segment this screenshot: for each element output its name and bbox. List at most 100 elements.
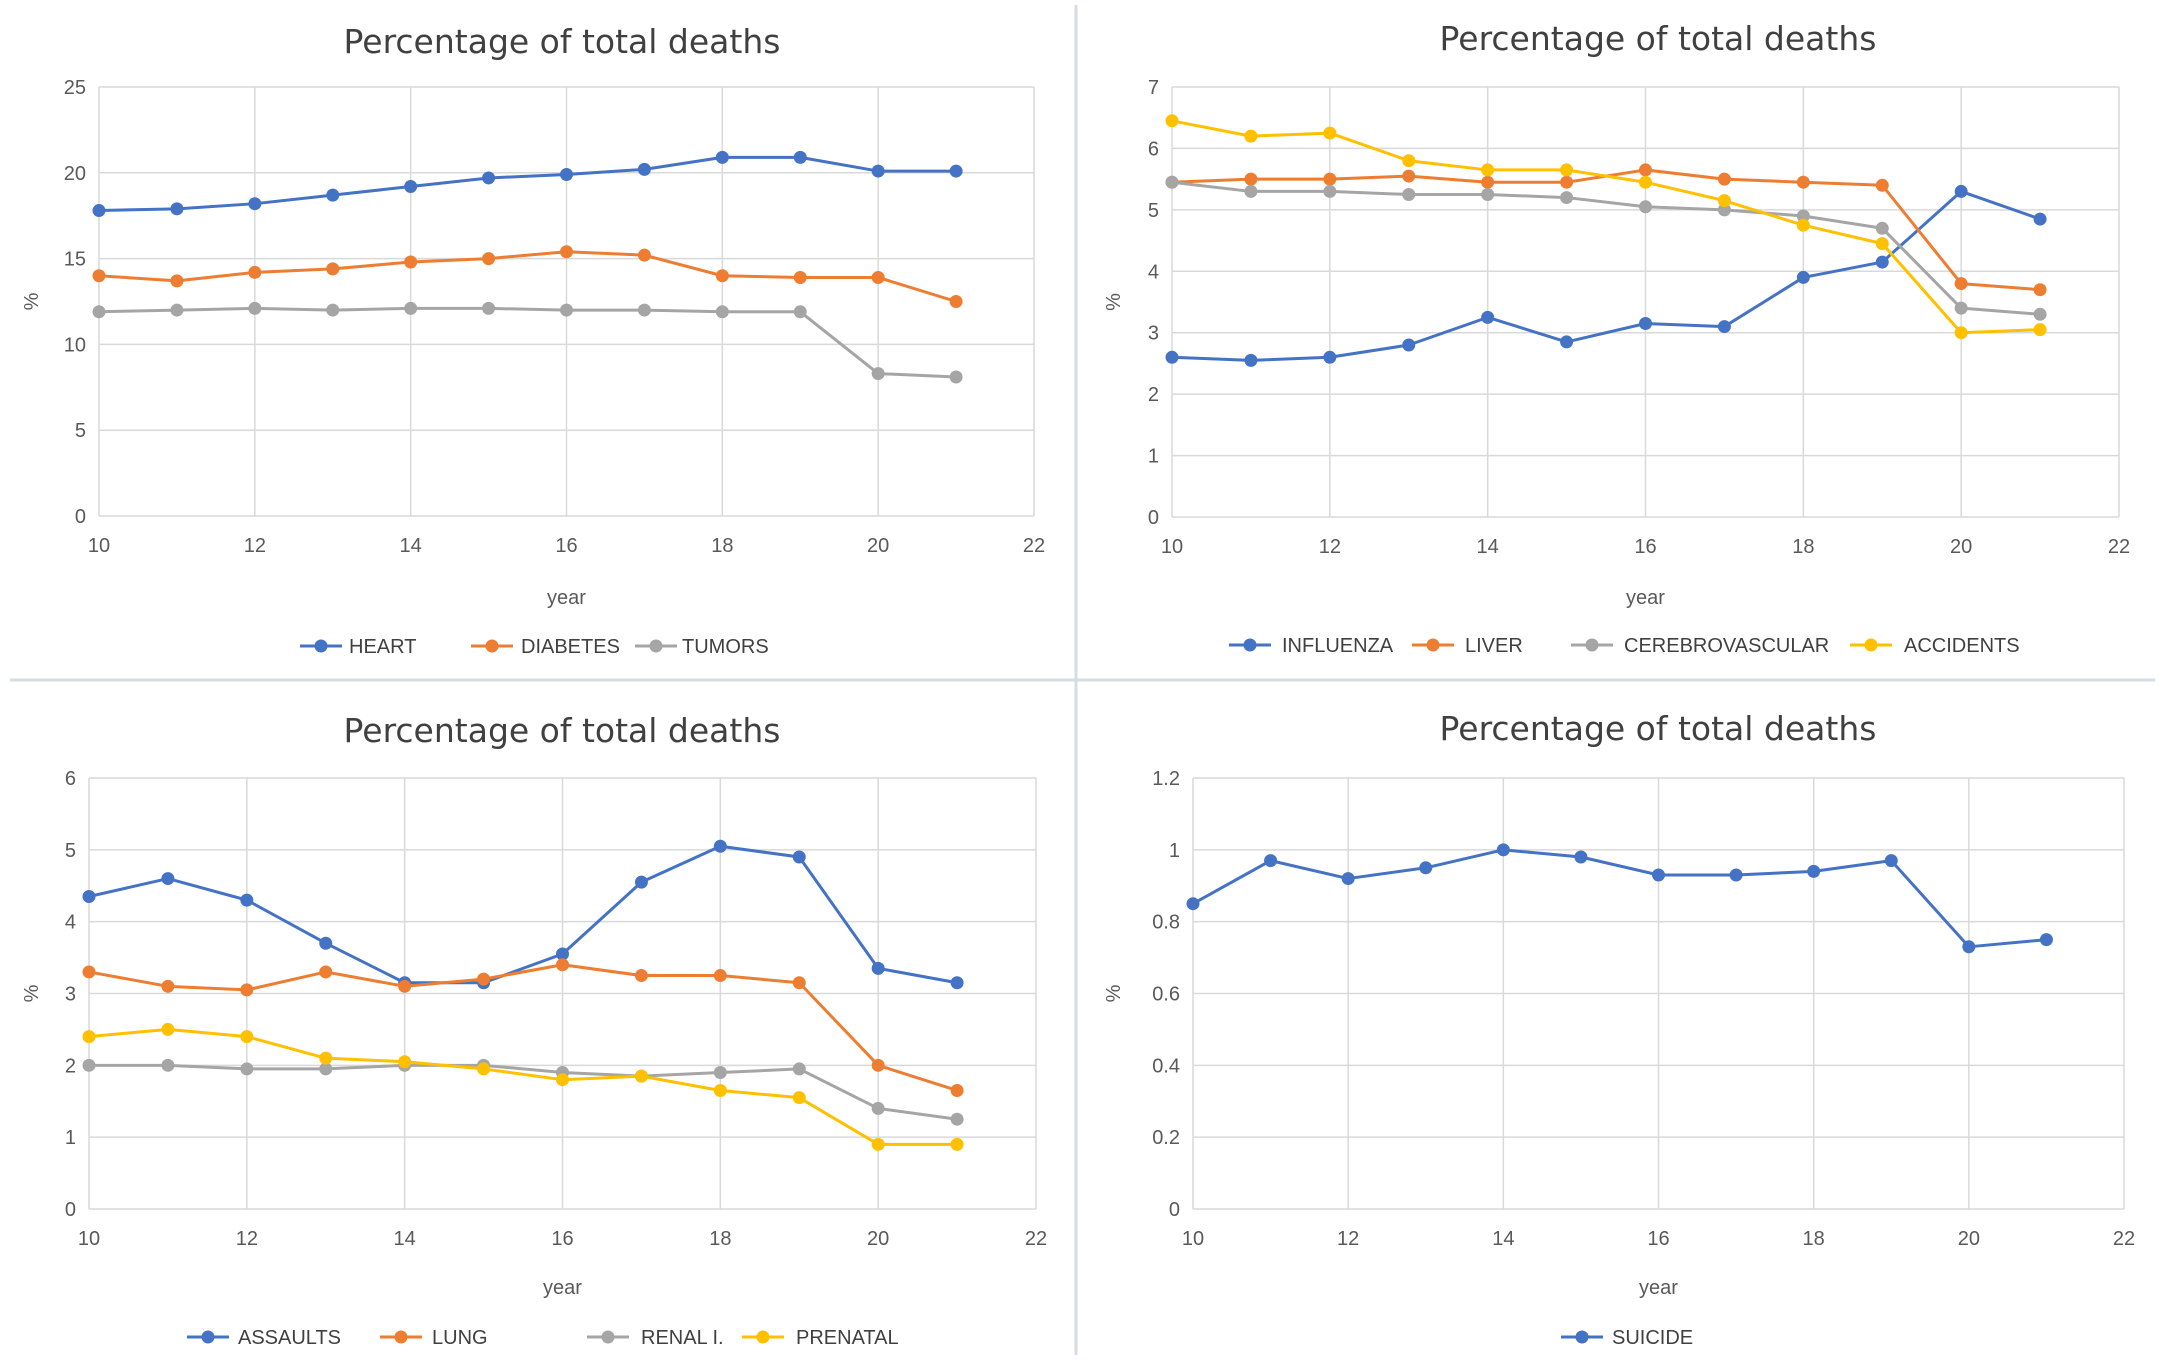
y-tick-label: 25 <box>64 77 86 99</box>
data-point-lung <box>398 979 412 993</box>
x-tick-label: 16 <box>551 1228 573 1250</box>
x-tick-label: 20 <box>1950 536 1972 558</box>
y-tick-label: 1.2 <box>1152 768 1180 790</box>
x-tick-label: 20 <box>867 1228 889 1250</box>
data-point-lung <box>713 969 727 983</box>
data-point-lung <box>240 983 254 997</box>
data-point-tumors <box>170 303 184 317</box>
data-point-assaults <box>792 850 806 864</box>
legend-item-heart: HEART <box>300 636 416 658</box>
data-point-diabetes <box>482 252 496 266</box>
series-line-renal-i <box>89 1063 958 1121</box>
legend-label: RENAL I. <box>641 1327 724 1349</box>
x-tick-label: 10 <box>1182 1228 1204 1250</box>
data-point-diabetes <box>637 248 651 262</box>
chart-title: Percentage of total deaths <box>1440 709 1877 748</box>
y-axis-label: % <box>21 984 43 1002</box>
legend-item-cerebrovascular: CEREBROVASCULAR <box>1571 635 1829 657</box>
data-point-cerebrovascular <box>1323 184 1337 198</box>
legend-label: INFLUENZA <box>1282 635 1394 657</box>
data-point-heart <box>715 150 729 164</box>
x-tick-label: 18 <box>709 1228 731 1250</box>
data-point-accidents <box>1323 126 1337 140</box>
legend-swatch-marker <box>485 639 499 653</box>
data-point-prenatal <box>398 1055 412 1069</box>
data-point-suicide <box>1807 864 1821 878</box>
legend-label: TUMORS <box>682 636 769 658</box>
series-line-suicide <box>1192 848 2047 949</box>
y-tick-label: 1 <box>1148 446 1159 468</box>
data-point-tumors <box>871 367 885 381</box>
series-line-cerebrovascular <box>1171 180 2041 316</box>
legend-label: DIABETES <box>521 636 620 658</box>
data-point-diabetes <box>560 245 573 259</box>
data-point-liver <box>1560 175 1574 189</box>
y-tick-label: 6 <box>1148 138 1159 160</box>
data-point-prenatal <box>713 1083 727 1097</box>
y-tick-label: 7 <box>1148 77 1159 99</box>
y-tick-label: 2 <box>1148 384 1159 406</box>
x-tick-label: 10 <box>1161 536 1183 558</box>
data-point-diabetes <box>92 269 106 283</box>
data-point-cerebrovascular <box>1481 188 1495 201</box>
data-point-cerebrovascular <box>1244 184 1258 198</box>
data-point-heart <box>949 164 963 178</box>
data-point-diabetes <box>170 274 184 288</box>
data-point-influenza <box>1402 338 1416 352</box>
legend-swatch-marker <box>314 639 328 653</box>
series-line-assaults <box>88 844 958 985</box>
data-point-renal-i <box>871 1101 885 1115</box>
legend-item-assaults: ASSAULTS <box>187 1327 341 1349</box>
data-point-cerebrovascular <box>1796 209 1810 223</box>
x-tick-label: 12 <box>236 1228 258 1250</box>
y-tick-label: 0 <box>65 1199 76 1221</box>
y-tick-label: 1 <box>65 1127 76 1149</box>
data-point-cerebrovascular <box>1875 221 1889 235</box>
data-point-heart <box>482 171 496 185</box>
y-tick-label: 10 <box>64 334 86 356</box>
data-point-accidents <box>1875 237 1889 251</box>
chart-panel-1: Percentage of total deaths 0 5 10 15 20 25 10 12… <box>21 22 1045 658</box>
data-point-assaults <box>161 872 175 886</box>
data-point-suicide <box>1264 854 1278 868</box>
legend-label: CEREBROVASCULAR <box>1624 635 1829 657</box>
data-point-accidents <box>1244 129 1258 143</box>
data-point-suicide <box>1574 850 1588 864</box>
legend-swatch-marker <box>1426 638 1440 652</box>
x-tick-label: 12 <box>1319 536 1341 558</box>
data-point-prenatal <box>950 1137 964 1151</box>
data-point-assaults <box>82 890 96 904</box>
data-point-assaults <box>713 839 727 853</box>
data-point-prenatal <box>634 1069 648 1083</box>
legend-swatch-marker <box>201 1330 215 1344</box>
legend-swatch-marker <box>649 639 663 653</box>
data-point-influenza <box>1244 353 1258 367</box>
x-tick-label: 16 <box>1647 1228 1669 1250</box>
x-tick-label: 12 <box>1337 1228 1359 1250</box>
x-axis-label: year <box>1626 587 1665 609</box>
x-tick-label: 22 <box>2108 536 2130 558</box>
legend-swatch-marker <box>756 1330 770 1344</box>
data-point-suicide <box>1884 854 1898 868</box>
data-point-prenatal <box>319 1051 333 1065</box>
data-point-cerebrovascular <box>1560 191 1574 205</box>
data-point-tumors <box>92 305 106 319</box>
x-tick-label: 22 <box>1023 535 1045 557</box>
y-tick-label: 5 <box>75 420 86 442</box>
legend-label: LIVER <box>1465 635 1523 657</box>
data-point-renal-i <box>319 1062 333 1076</box>
data-point-cerebrovascular <box>1402 188 1416 201</box>
data-point-renal-i <box>792 1062 806 1076</box>
data-point-accidents <box>1165 114 1179 128</box>
chart-title: Percentage of total deaths <box>1440 19 1877 58</box>
data-point-accidents <box>2033 323 2047 337</box>
data-point-liver <box>2033 283 2047 297</box>
data-point-influenza <box>1165 350 1179 364</box>
data-point-accidents <box>1560 163 1574 177</box>
data-point-lung <box>792 976 806 990</box>
x-tick-label: 14 <box>1492 1228 1514 1250</box>
x-tick-label: 22 <box>2113 1228 2135 1250</box>
x-tick-label: 14 <box>394 1228 416 1250</box>
data-point-cerebrovascular <box>2033 307 2047 321</box>
